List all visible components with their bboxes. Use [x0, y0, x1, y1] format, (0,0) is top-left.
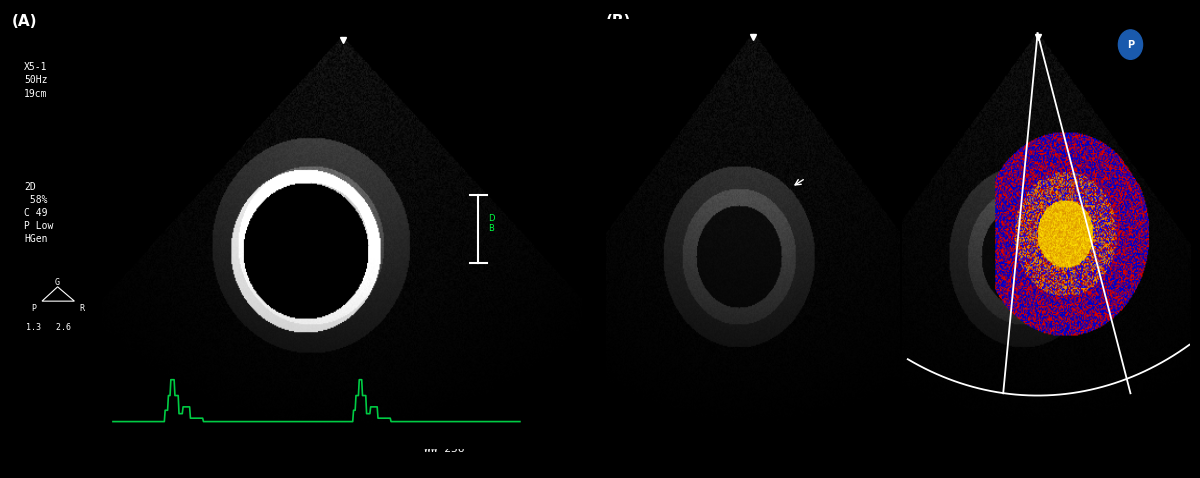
Text: X5-1
50Hz
19cm: X5-1 50Hz 19cm — [24, 62, 48, 98]
Text: 0: 0 — [182, 55, 188, 65]
Text: P: P — [404, 53, 412, 62]
Circle shape — [1118, 30, 1142, 59]
Text: 2D
 58%
C 49
P Low
HGen: 2D 58% C 49 P Low HGen — [24, 182, 53, 244]
Text: (B): (B) — [606, 14, 631, 29]
Circle shape — [386, 49, 430, 66]
Text: WW 256: WW 256 — [424, 444, 464, 454]
Text: CF
 50%
3953Hz
WF 395Hz
2.5MHz: CF 50% 3953Hz WF 395Hz 2.5MHz — [608, 277, 655, 340]
Text: G: G — [55, 278, 60, 286]
Text: R: R — [79, 304, 84, 313]
Text: (A): (A) — [12, 14, 37, 29]
Text: P: P — [1127, 40, 1134, 50]
Text: X5-1
17Hz
20cm: X5-1 17Hz 20cm — [608, 62, 632, 98]
Text: D
B: D B — [488, 214, 496, 233]
Text: 2D
 65%
C 49
P Low
HGen: 2D 65% C 49 P Low HGen — [608, 182, 637, 244]
Text: P: P — [31, 304, 36, 313]
Text: 1.3   2.6: 1.3 2.6 — [26, 323, 72, 332]
